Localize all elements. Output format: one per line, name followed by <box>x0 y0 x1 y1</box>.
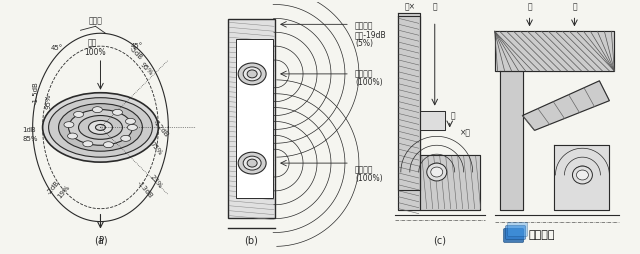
FancyBboxPatch shape <box>504 229 524 242</box>
Ellipse shape <box>247 159 257 167</box>
Bar <box>236 39 273 198</box>
Ellipse shape <box>572 166 593 184</box>
Ellipse shape <box>68 133 77 139</box>
Ellipse shape <box>431 167 443 177</box>
Polygon shape <box>398 17 420 210</box>
Ellipse shape <box>427 163 447 181</box>
Bar <box>228 19 275 218</box>
Ellipse shape <box>64 122 74 128</box>
Ellipse shape <box>95 124 106 130</box>
Ellipse shape <box>83 141 93 147</box>
Ellipse shape <box>43 93 158 162</box>
Text: 对: 对 <box>572 3 577 11</box>
Polygon shape <box>554 145 609 210</box>
Text: 最大读数: 最大读数 <box>355 165 373 174</box>
Text: -2dB: -2dB <box>45 180 60 196</box>
Ellipse shape <box>49 98 152 157</box>
Ellipse shape <box>68 109 132 145</box>
Text: 100%: 100% <box>84 48 106 57</box>
Text: 最大读数: 最大读数 <box>355 69 373 78</box>
Ellipse shape <box>238 152 266 174</box>
Text: 樽祥科技: 樽祥科技 <box>529 230 555 241</box>
Text: 1dB: 1dB <box>22 127 36 133</box>
Ellipse shape <box>104 142 113 148</box>
Text: 对: 对 <box>451 112 455 120</box>
Polygon shape <box>500 71 522 210</box>
Ellipse shape <box>125 118 136 124</box>
Text: ×销: ×销 <box>460 128 470 137</box>
Text: 85%: 85% <box>22 136 38 142</box>
Text: 75%: 75% <box>148 140 163 156</box>
Ellipse shape <box>79 116 122 139</box>
Text: 95%: 95% <box>45 93 52 109</box>
Ellipse shape <box>88 120 113 134</box>
Text: 对: 对 <box>433 3 437 11</box>
Ellipse shape <box>74 112 84 117</box>
Text: P: P <box>98 236 103 245</box>
Ellipse shape <box>92 107 102 113</box>
Ellipse shape <box>59 104 142 151</box>
Text: -1.5dB: -1.5dB <box>33 81 38 104</box>
Polygon shape <box>420 110 445 130</box>
Text: 19%: 19% <box>56 184 71 200</box>
Text: 一重衰减: 一重衰减 <box>355 21 373 30</box>
Polygon shape <box>398 13 420 190</box>
Ellipse shape <box>113 109 122 115</box>
Text: (100%): (100%) <box>355 174 383 183</box>
FancyBboxPatch shape <box>508 223 527 236</box>
Ellipse shape <box>243 67 261 81</box>
Text: 45°: 45° <box>51 45 63 51</box>
Text: (5%): (5%) <box>355 39 373 48</box>
Polygon shape <box>522 81 609 130</box>
Text: 最大: 最大 <box>88 38 97 47</box>
Polygon shape <box>495 31 614 71</box>
FancyBboxPatch shape <box>506 226 525 240</box>
Ellipse shape <box>247 70 257 78</box>
Ellipse shape <box>577 170 588 180</box>
Ellipse shape <box>238 63 266 85</box>
Text: -5dB: -5dB <box>129 45 144 61</box>
Text: -12dB: -12dB <box>152 119 170 138</box>
Text: -13dB: -13dB <box>136 180 153 200</box>
Text: 23%: 23% <box>148 174 163 190</box>
Text: (c): (c) <box>433 235 446 245</box>
Text: (b): (b) <box>244 235 258 245</box>
Ellipse shape <box>127 124 138 130</box>
Text: 销×: 销× <box>404 3 415 11</box>
Text: (100%): (100%) <box>355 78 383 87</box>
Text: 45°: 45° <box>131 43 143 49</box>
Text: 承载区: 承载区 <box>88 16 102 25</box>
Ellipse shape <box>121 135 131 141</box>
Text: 小于-19dB: 小于-19dB <box>355 30 387 39</box>
Text: 销: 销 <box>527 3 532 11</box>
Polygon shape <box>420 155 479 210</box>
Text: (a): (a) <box>93 235 108 245</box>
Text: 95%: 95% <box>138 62 154 77</box>
Ellipse shape <box>243 156 261 170</box>
